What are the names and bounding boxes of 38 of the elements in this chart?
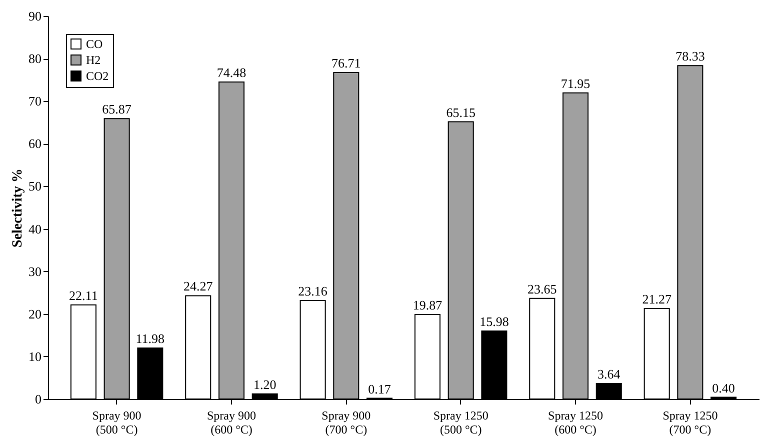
data-label: 11.98 bbox=[136, 331, 165, 346]
y-tick-label: 20 bbox=[28, 306, 42, 322]
data-label: 15.98 bbox=[480, 314, 509, 329]
data-label: 76.71 bbox=[332, 56, 361, 71]
data-label: 1.20 bbox=[253, 376, 276, 392]
y-tick-label: 70 bbox=[28, 94, 42, 109]
y-tick-label: 90 bbox=[28, 8, 42, 24]
x-tick-label: Spray 900 (600 °C) bbox=[206, 408, 256, 436]
data-label: 21.27 bbox=[642, 291, 672, 306]
y-tick-label: 30 bbox=[28, 264, 42, 279]
data-label: 65.15 bbox=[446, 104, 476, 120]
x-tick-label: Spray 900 (700 °C) bbox=[322, 408, 371, 436]
data-label: 3.64 bbox=[598, 366, 621, 382]
data-label: 71.95 bbox=[560, 76, 590, 91]
y-tick-label: 40 bbox=[28, 221, 42, 236]
legend-label: CO2 bbox=[86, 69, 109, 83]
data-label: 74.48 bbox=[216, 65, 246, 80]
y-axis-title: Selectivity % bbox=[10, 168, 26, 248]
legend-label: CO bbox=[86, 37, 104, 51]
data-label: 23.65 bbox=[528, 281, 557, 296]
y-tick-label: 60 bbox=[28, 136, 42, 152]
y-tick-label: 0 bbox=[35, 392, 42, 406]
data-label: 78.33 bbox=[676, 48, 705, 64]
data-label: 0.17 bbox=[368, 381, 392, 396]
data-label: 65.87 bbox=[102, 102, 132, 117]
data-label: 0.40 bbox=[712, 380, 735, 396]
data-label: 19.87 bbox=[412, 297, 443, 312]
x-tick-label: Spray 1250 (500 °C) bbox=[433, 408, 488, 436]
data-label: 22.11 bbox=[69, 288, 98, 303]
x-tick-label: Spray 900 (500 °C) bbox=[92, 408, 142, 436]
x-tick-label: Spray 1250 (600 °C) bbox=[548, 408, 604, 436]
data-label: 23.16 bbox=[298, 283, 328, 298]
data-label: 24.27 bbox=[184, 278, 214, 294]
legend-label: H2 bbox=[86, 53, 101, 67]
y-tick-label: 50 bbox=[28, 178, 42, 194]
y-tick-label: 80 bbox=[28, 51, 42, 66]
y-tick-label: 10 bbox=[28, 348, 42, 364]
x-tick-label: Spray 1250 (700 °C) bbox=[662, 408, 718, 436]
